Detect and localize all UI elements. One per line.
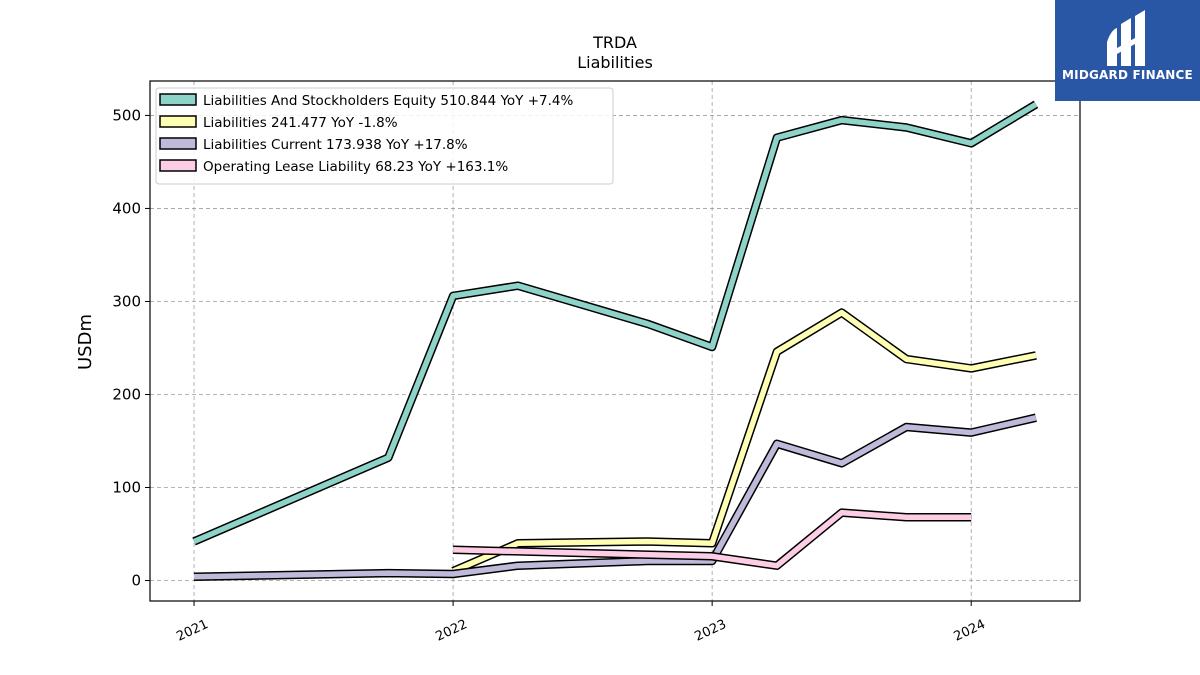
y-tick-label: 100: [112, 479, 141, 497]
legend-label: Liabilities Current 173.938 YoY +17.8%: [203, 137, 468, 153]
y-tick-label: 300: [112, 292, 141, 310]
x-tick-label: 2022: [433, 617, 469, 645]
legend-swatch: [159, 137, 197, 150]
brand-logo: MIDGARD FINANCE: [1055, 0, 1200, 101]
legend-label: Liabilities And Stockholders Equity 510.…: [203, 93, 573, 109]
x-tick-label: 2021: [174, 617, 210, 645]
legend-swatch: [159, 115, 197, 128]
gridlines: [150, 81, 1080, 601]
legend-swatch: [159, 159, 197, 172]
chart-subtitle: Liabilities: [577, 53, 653, 72]
y-tick-label: 200: [112, 385, 141, 403]
y-tick-label: 0: [131, 572, 141, 590]
x-tick-label: 2024: [952, 617, 988, 645]
x-tick-label: 2023: [692, 617, 728, 645]
series-line-liabilities: [452, 309, 1037, 574]
y-tick-label: 400: [112, 199, 141, 217]
legend: Liabilities And Stockholders Equity 510.…: [155, 87, 614, 185]
series-lines: [192, 100, 1039, 582]
chart-title: TRDA: [592, 33, 637, 52]
legend-box: [155, 87, 614, 185]
midgard-logo-icon: [1107, 10, 1145, 66]
y-axis-label: USDm: [75, 314, 96, 370]
y-tick-label: 500: [112, 106, 141, 124]
brand-name: MIDGARD FINANCE: [1062, 68, 1193, 82]
series-line-liabilities-current: [193, 415, 1037, 580]
series-line-operating-lease-liability: [453, 509, 972, 569]
legend-label: Liabilities 241.477 YoY -1.8%: [203, 115, 398, 131]
plot-frame: [149, 80, 1081, 602]
legend-swatch: [159, 93, 197, 106]
legend-label: Operating Lease Liability 68.23 YoY +163…: [203, 159, 508, 175]
series-line-liabilities-and-stockholders-equity: [192, 101, 1038, 545]
